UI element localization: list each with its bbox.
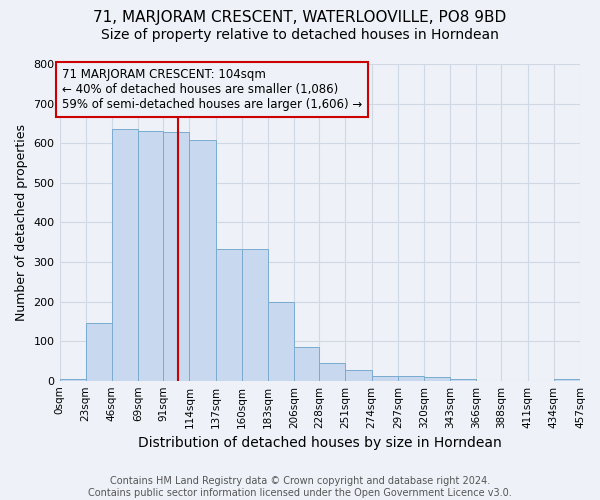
Text: Contains HM Land Registry data © Crown copyright and database right 2024.
Contai: Contains HM Land Registry data © Crown c… — [88, 476, 512, 498]
Bar — [268, 302, 294, 380]
Bar — [371, 376, 398, 380]
Bar — [242, 250, 268, 380]
Bar — [450, 378, 476, 380]
Bar — [424, 376, 450, 380]
Bar — [398, 376, 424, 380]
Bar — [319, 364, 346, 380]
X-axis label: Distribution of detached houses by size in Horndean: Distribution of detached houses by size … — [138, 436, 502, 450]
Bar — [554, 378, 580, 380]
Bar — [294, 348, 319, 380]
Bar — [215, 250, 242, 380]
Y-axis label: Number of detached properties: Number of detached properties — [15, 124, 28, 321]
Text: Size of property relative to detached houses in Horndean: Size of property relative to detached ho… — [101, 28, 499, 42]
Text: 71, MARJORAM CRESCENT, WATERLOOVILLE, PO8 9BD: 71, MARJORAM CRESCENT, WATERLOOVILLE, PO… — [94, 10, 506, 25]
Bar — [86, 324, 112, 380]
Bar — [190, 140, 215, 380]
Bar — [346, 370, 371, 380]
Bar — [163, 132, 190, 380]
Bar — [112, 130, 138, 380]
Bar — [59, 378, 86, 380]
Bar — [138, 130, 163, 380]
Text: 71 MARJORAM CRESCENT: 104sqm
← 40% of detached houses are smaller (1,086)
59% of: 71 MARJORAM CRESCENT: 104sqm ← 40% of de… — [62, 68, 362, 111]
